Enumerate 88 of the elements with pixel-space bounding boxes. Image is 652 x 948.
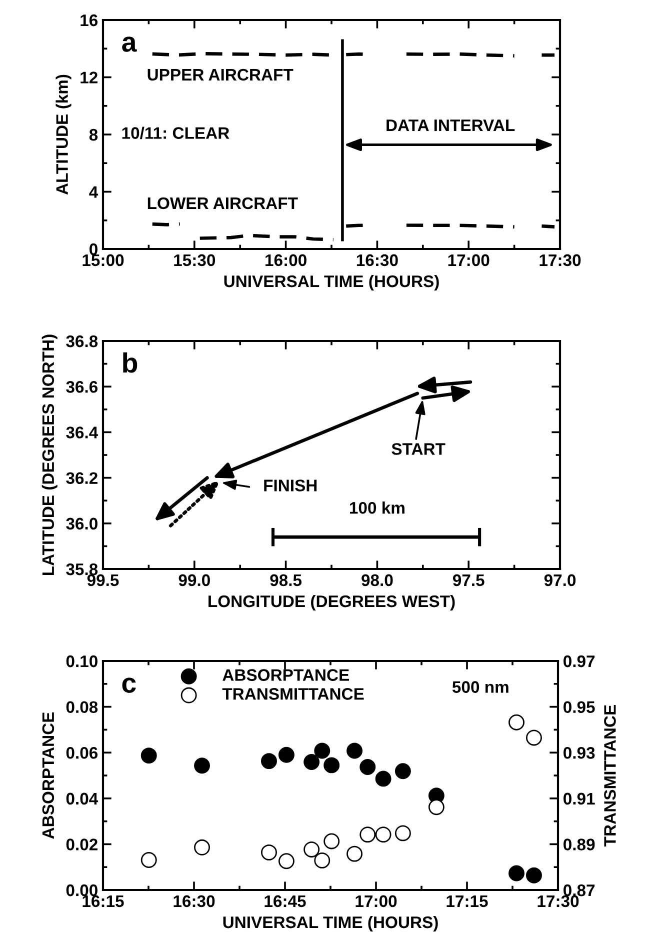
point xyxy=(278,746,294,763)
y2-tick-label: 0.97 xyxy=(564,655,595,668)
point xyxy=(508,714,524,730)
x-tick-label: 98.5 xyxy=(270,574,302,586)
point xyxy=(324,833,340,850)
x-tick-label: 16:30 xyxy=(356,254,398,266)
y-tick-label: 36.6 xyxy=(66,381,98,393)
annotation: 500 nm xyxy=(452,681,508,693)
x-tick-label: 15:30 xyxy=(174,254,216,266)
point xyxy=(360,759,376,776)
x-tick-label: 98.0 xyxy=(362,574,393,586)
point xyxy=(428,799,444,816)
x-tick-label: 99.5 xyxy=(87,574,119,586)
x-tick-label: 17:00 xyxy=(356,895,397,908)
y2-tick-label: 0.87 xyxy=(564,884,595,896)
point xyxy=(526,867,542,884)
x-tick-label: 16:30 xyxy=(174,895,215,908)
point xyxy=(346,742,362,759)
y2-axis-title: TRANSMITTANCE xyxy=(604,705,616,846)
point xyxy=(526,730,542,746)
annotation: 100 km xyxy=(350,502,404,514)
x-tick-label: 17:15 xyxy=(446,895,488,908)
x-tick-label: 97.0 xyxy=(544,574,576,586)
point xyxy=(394,763,411,780)
y-tick-label: 36.8 xyxy=(66,335,98,348)
y2-tick-label: 0.91 xyxy=(564,792,595,805)
series-label: UPPER AIRCRAFT xyxy=(148,68,294,81)
x-tick-label: 16:15 xyxy=(82,895,124,908)
y-tick-label: 0.08 xyxy=(66,701,98,714)
y-tick-label: 12 xyxy=(80,72,98,84)
point xyxy=(508,865,524,882)
y-axis-title: LATITUDE (DEGREES NORTH) xyxy=(42,334,58,576)
point xyxy=(360,826,376,843)
y-tick-label: 36.0 xyxy=(66,518,98,530)
point xyxy=(261,753,277,770)
point xyxy=(314,742,330,759)
x-axis-title: LONGITUDE (DEGREES WEST) xyxy=(208,594,455,610)
point xyxy=(304,841,320,858)
annotation: START xyxy=(392,443,446,455)
x-tick-label: 17:30 xyxy=(540,254,581,266)
point xyxy=(278,853,294,870)
point xyxy=(194,839,210,856)
series-label: LOWER AIRCRAFT xyxy=(148,197,298,210)
legend-label: TRANSMITTANCE xyxy=(222,688,364,700)
y-tick-label: 0.04 xyxy=(66,792,98,805)
point xyxy=(140,852,157,868)
y-tick-label: 0.00 xyxy=(66,884,98,896)
x-tick-label: 17:30 xyxy=(538,895,579,908)
annotation: b xyxy=(123,352,138,373)
y2-tick-label: 0.93 xyxy=(564,747,595,759)
point xyxy=(346,846,362,862)
point xyxy=(375,826,392,843)
y-axis-title: ALTITUDE (km) xyxy=(56,74,72,195)
y-tick-label: 4 xyxy=(89,186,98,198)
point xyxy=(394,825,411,842)
x-tick-label: 16:00 xyxy=(266,254,306,266)
y-tick-label: 0.02 xyxy=(66,838,98,850)
point xyxy=(314,852,330,868)
x-tick-label: 17:00 xyxy=(448,254,490,266)
x-tick-label: 16:45 xyxy=(264,895,306,908)
y-tick-label: 36.4 xyxy=(66,426,98,438)
y-tick-label: 0.10 xyxy=(66,655,98,668)
y-tick-label: 36.2 xyxy=(66,472,98,484)
annotation: c xyxy=(122,678,136,693)
annotation: a xyxy=(122,36,137,52)
y2-tick-label: 0.89 xyxy=(564,838,595,850)
point xyxy=(261,844,277,860)
y-tick-label: 0.06 xyxy=(66,747,98,759)
y-tick-label: 16 xyxy=(80,14,98,26)
point xyxy=(375,770,392,787)
y-tick-label: 0 xyxy=(90,243,98,256)
annotation: 10/11: CLEAR xyxy=(122,126,230,140)
y-tick-label: 8 xyxy=(89,128,98,141)
y-tick-label: 35.8 xyxy=(66,563,98,576)
x-axis-title: UNIVERSAL TIME (HOURS) xyxy=(223,916,438,932)
legend-label: ABSORPTANCE xyxy=(222,669,349,681)
point xyxy=(140,748,157,764)
annotation: DATA INTERVAL xyxy=(386,120,515,132)
y2-tick-label: 0.95 xyxy=(564,701,595,714)
x-tick-label: 97.5 xyxy=(452,574,484,586)
x-tick-label: 15:00 xyxy=(82,254,124,266)
point xyxy=(304,754,320,770)
y-axis-title: ABSORPTANCE xyxy=(42,712,54,839)
x-tick-label: 99.0 xyxy=(178,574,210,586)
point xyxy=(194,758,210,774)
annotation: FINISH xyxy=(264,480,317,492)
point xyxy=(324,757,340,774)
x-axis-title: UNIVERSAL TIME (HOURS) xyxy=(224,274,439,290)
